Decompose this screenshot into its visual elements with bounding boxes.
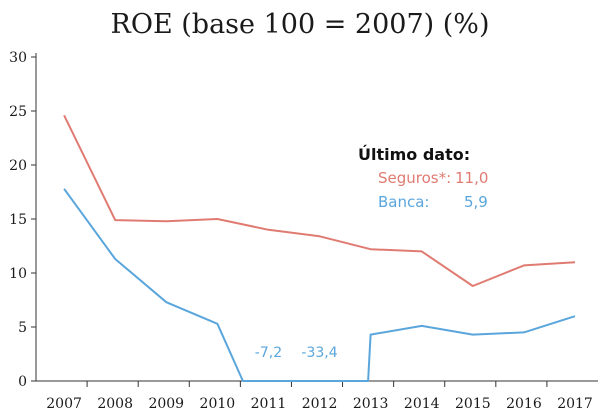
seguros-legend-label: Seguros*: [378,169,451,187]
y-tick-label: 20 [9,158,27,174]
x-tick-label: 2009 [148,396,184,412]
x-tick-label: 2017 [557,396,593,412]
series-lines [63,114,576,382]
x-tick-label: 2014 [404,396,440,412]
off-scale-labels: -7,2 -33,4 [255,345,338,361]
series-line-banca [63,188,576,382]
x-axis: 2007 2008 2009 2010 2011 2012 2013 2014 2015 2016… [36,380,598,412]
x-tick-label: 2008 [97,396,133,412]
seguros-last-value: 11,0 [455,169,488,187]
y-tick-label: 10 [9,266,27,282]
x-tick-label: 2013 [353,396,389,412]
x-tick-label: 2011 [251,396,287,412]
y-tick-label: 25 [9,104,27,120]
banca-off-scale-label: -7,2 [255,345,282,361]
last-value-header: Último dato: [358,145,470,164]
chart-title: ROE (base 100 = 2007) (%) [111,9,490,40]
y-tick-label: 15 [9,212,27,228]
banca-off-scale-label: -33,4 [301,345,337,361]
y-tick-label: 5 [18,320,27,336]
x-tick-label: 2016 [506,396,542,412]
y-tick-label: 0 [18,374,27,390]
x-tick-label: 2010 [200,396,236,412]
x-tick-label: 2012 [302,396,338,412]
x-tick-label: 2015 [455,396,491,412]
series-line-seguros [63,114,576,287]
banca-last-value: 5,9 [464,193,488,211]
banca-legend-label: Banca: [378,193,429,211]
y-tick-label: 30 [9,50,27,66]
x-tick-label: 2007 [46,396,82,412]
y-axis: 0 5 10 15 20 25 30 [9,50,37,390]
last-value-box: Último dato: Seguros*: 11,0 Banca: 5,9 [358,145,488,211]
